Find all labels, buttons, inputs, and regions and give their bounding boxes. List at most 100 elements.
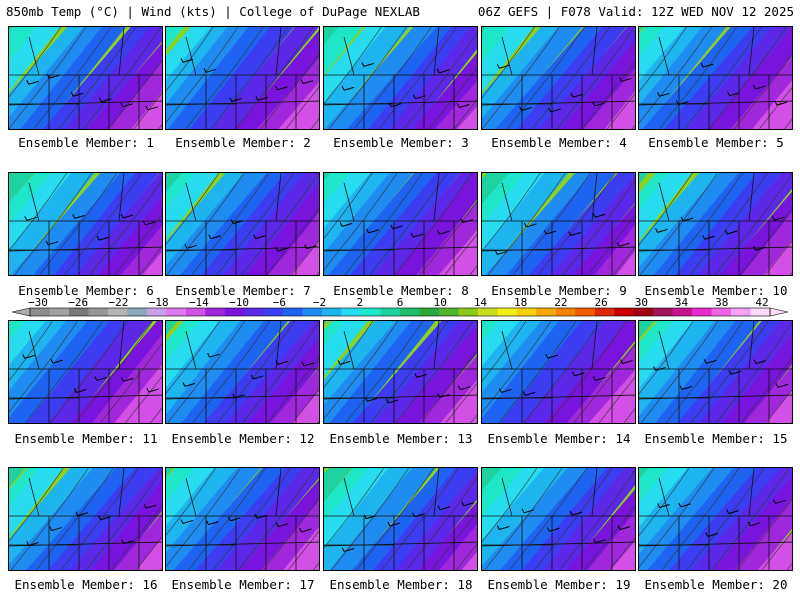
colorbar-swatch (341, 308, 362, 316)
ensemble-map-panel (323, 172, 478, 276)
colorbar-tick-label: 10 (434, 296, 447, 309)
colorbar-swatch (711, 308, 732, 316)
colorbar-tick-label: 30 (635, 296, 648, 309)
colorbar-swatch (185, 308, 206, 316)
ensemble-member-label: Ensemble Member: 4 (491, 135, 627, 150)
ensemble-member-label: Ensemble Member: 5 (648, 135, 784, 150)
colorbar-swatch (283, 308, 303, 316)
colorbar-swatch (731, 308, 751, 316)
colorbar-swatch (244, 308, 264, 316)
temperature-colorbar: −30 −26 −22 −18 −14 −10 −6 −2 2 6 10 14 18 22 26 30 34 38… (11, 296, 789, 317)
ensemble-member-label: Ensemble Member: 2 (175, 135, 311, 150)
ensemble-member-label: Ensemble Member: 18 (329, 577, 473, 592)
ensemble-member-label: Ensemble Member: 9 (491, 283, 627, 298)
ensemble-map-panel (323, 467, 478, 571)
colorbar-swatch (400, 308, 420, 316)
colorbar-tick-label: 38 (715, 296, 728, 309)
colorbar-tick-label: −26 (68, 296, 88, 309)
colorbar-tick-label: −2 (313, 296, 326, 309)
colorbar-swatch (594, 308, 615, 316)
colorbar-swatch (672, 308, 693, 316)
colorbar-swatch (380, 308, 401, 316)
ensemble-member-label: Ensemble Member: 3 (333, 135, 469, 150)
ensemble-member-label: Ensemble Member: 14 (487, 431, 631, 446)
colorbar-swatch (205, 308, 226, 316)
colorbar-swatch (653, 308, 673, 316)
colorbar-swatch (477, 308, 498, 316)
colorbar-tick-label: 14 (474, 296, 488, 309)
ensemble-map-panel (481, 320, 636, 424)
colorbar-tick-label: 22 (554, 296, 567, 309)
ensemble-map-panel (8, 320, 163, 424)
colorbar-tick-label: −6 (273, 296, 286, 309)
colorbar-swatch (692, 308, 712, 316)
colorbar-swatch (361, 308, 381, 316)
header-title: 850mb Temp (°C) | Wind (kts) | College o… (6, 4, 420, 19)
ensemble-map-panel (481, 467, 636, 571)
ensemble-map-panel (8, 172, 163, 276)
colorbar-right-arrow (769, 307, 789, 317)
ensemble-member-label: Ensemble Member: 1 (18, 135, 154, 150)
ensemble-map-panel (8, 467, 163, 571)
ensemble-member-label: Ensemble Member: 12 (171, 431, 315, 446)
ensemble-member-label: Ensemble Member: 11 (14, 431, 158, 446)
ensemble-member-label: Ensemble Member: 20 (644, 577, 788, 592)
header-valid-time: 06Z GEFS | F078 Valid: 12Z WED NOV 12 20… (477, 4, 794, 19)
colorbar-tick-label: −30 (28, 296, 48, 309)
colorbar-swatch (458, 308, 479, 316)
ensemble-map-panel (638, 320, 793, 424)
colorbar-left-arrow (11, 307, 31, 317)
ensemble-map-panel (481, 172, 636, 276)
colorbar-tick-label: 34 (675, 296, 689, 309)
ensemble-map-panel (481, 26, 636, 130)
colorbar-swatch (68, 308, 89, 316)
colorbar-swatch (497, 308, 518, 316)
colorbar-swatch (419, 308, 440, 316)
ensemble-member-label: Ensemble Member: 15 (644, 431, 788, 446)
colorbar-swatch (107, 308, 128, 316)
colorbar-swatch (750, 308, 771, 316)
ensemble-member-label: Ensemble Member: 13 (329, 431, 473, 446)
colorbar-tick-label: −14 (189, 296, 209, 309)
colorbar-swatch (575, 308, 596, 316)
colorbar-swatch (146, 308, 167, 316)
ensemble-member-label: Ensemble Member: 10 (644, 283, 788, 298)
ensemble-map-panel (165, 320, 320, 424)
colorbar-swatch (49, 308, 70, 316)
colorbar-swatch (166, 308, 187, 316)
ensemble-member-label: Ensemble Member: 6 (18, 283, 154, 298)
ensemble-member-label: Ensemble Member: 19 (487, 577, 631, 592)
colorbar-tick-label: 18 (514, 296, 527, 309)
colorbar-swatch (438, 308, 459, 316)
colorbar-swatch (263, 308, 284, 316)
ensemble-map-panel (638, 172, 793, 276)
colorbar-swatch (614, 308, 634, 316)
ensemble-map-panel (323, 320, 478, 424)
ensemble-member-label: Ensemble Member: 8 (333, 283, 469, 298)
ensemble-member-label: Ensemble Member: 17 (171, 577, 315, 592)
colorbar-tick-label: −18 (149, 296, 169, 309)
colorbar-swatch (30, 308, 50, 316)
colorbar-swatch (633, 308, 654, 316)
colorbar-tick-label: 26 (594, 296, 607, 309)
colorbar-swatch (322, 308, 342, 316)
colorbar-tick-label: −22 (109, 296, 129, 309)
colorbar-swatch (127, 308, 148, 316)
ensemble-map-panel (323, 26, 478, 130)
colorbar-tick-label: −10 (229, 296, 249, 309)
ensemble-member-label: Ensemble Member: 7 (175, 283, 311, 298)
ensemble-member-label: Ensemble Member: 16 (14, 577, 158, 592)
colorbar-swatch (536, 308, 557, 316)
colorbar-tick-label: 2 (356, 296, 363, 309)
colorbar-tick-label: 6 (397, 296, 404, 309)
ensemble-map-panel (638, 467, 793, 571)
ensemble-map-panel (638, 26, 793, 130)
ensemble-map-panel (165, 467, 320, 571)
ensemble-map-panel (165, 26, 320, 130)
colorbar-swatch (302, 308, 323, 316)
colorbar-swatch (88, 308, 109, 316)
colorbar-swatch (224, 308, 245, 316)
colorbar-tick-label: 42 (755, 296, 768, 309)
ensemble-map-panel (165, 172, 320, 276)
ensemble-map-panel (8, 26, 163, 130)
